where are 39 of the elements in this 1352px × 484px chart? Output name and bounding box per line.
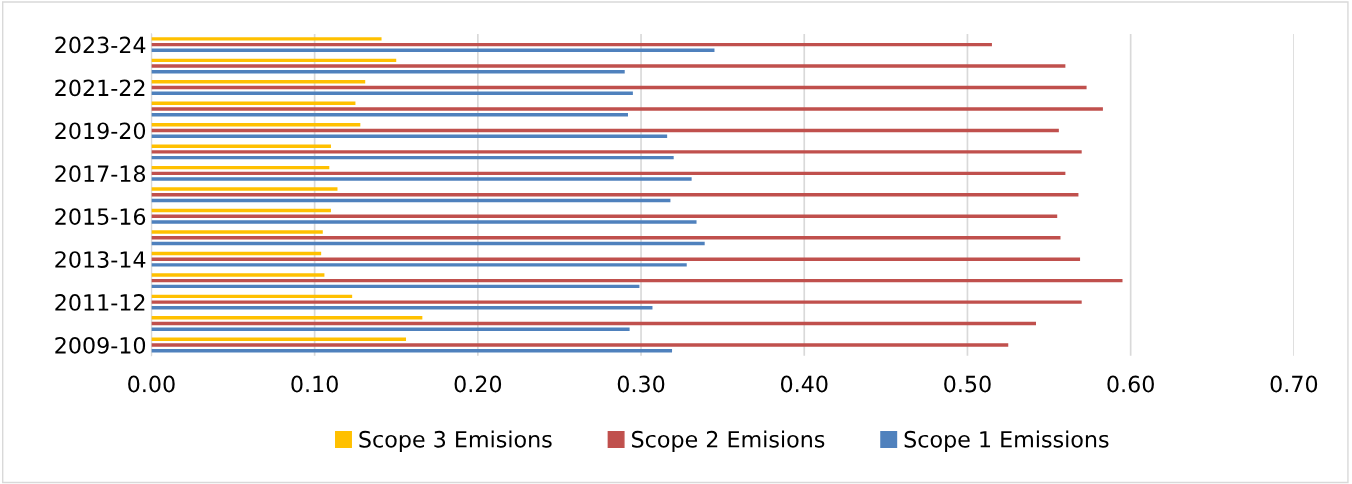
y-tick-label: 2023-24: [55, 36, 146, 54]
x-tick-label: 0.30: [617, 375, 665, 393]
bar: [151, 263, 687, 267]
legend-label: Scope 2 Emisions: [632, 430, 825, 452]
bar: [151, 230, 323, 234]
bar: [151, 80, 366, 84]
y-tick-label: 2011-12: [55, 294, 145, 311]
bar: [151, 193, 1079, 197]
bar: [151, 70, 625, 74]
y-tick-label: 2019-20: [55, 122, 146, 140]
x-tick-label: 0.70: [1270, 375, 1318, 393]
bar: [151, 107, 1103, 111]
x-tick-label: 0.40: [780, 375, 828, 393]
legend-label: Scope 1 Emissions: [904, 430, 1109, 452]
bar: [151, 64, 1066, 68]
bar: [151, 134, 668, 138]
bar: [151, 343, 1009, 347]
x-tick-label: 0.20: [454, 375, 502, 393]
bar: [151, 144, 331, 148]
bar: [151, 37, 382, 41]
bar: [151, 150, 1082, 154]
x-tick-label: 0.50: [944, 375, 991, 393]
bar: [151, 300, 1082, 304]
bar: [151, 257, 1081, 261]
y-tick-label: 2009-10: [55, 336, 146, 354]
y-tick-label: 2017-18: [55, 165, 146, 183]
bar: [151, 220, 697, 224]
y-tick-label: 2021-22: [55, 79, 145, 97]
bar: [151, 187, 338, 191]
y-tick-label: 2015-16: [55, 208, 146, 226]
bar: [151, 306, 653, 310]
y-tick-label: 2013-14: [55, 251, 146, 268]
x-tick-label: 0.00: [128, 375, 175, 393]
bar: [151, 273, 325, 277]
bar: [151, 177, 692, 181]
x-tick-label: 0.60: [1107, 375, 1154, 393]
legend-label: Scope 3 Emisions: [359, 430, 552, 452]
bar: [151, 316, 423, 320]
x-tick-label: 0.10: [291, 375, 338, 393]
